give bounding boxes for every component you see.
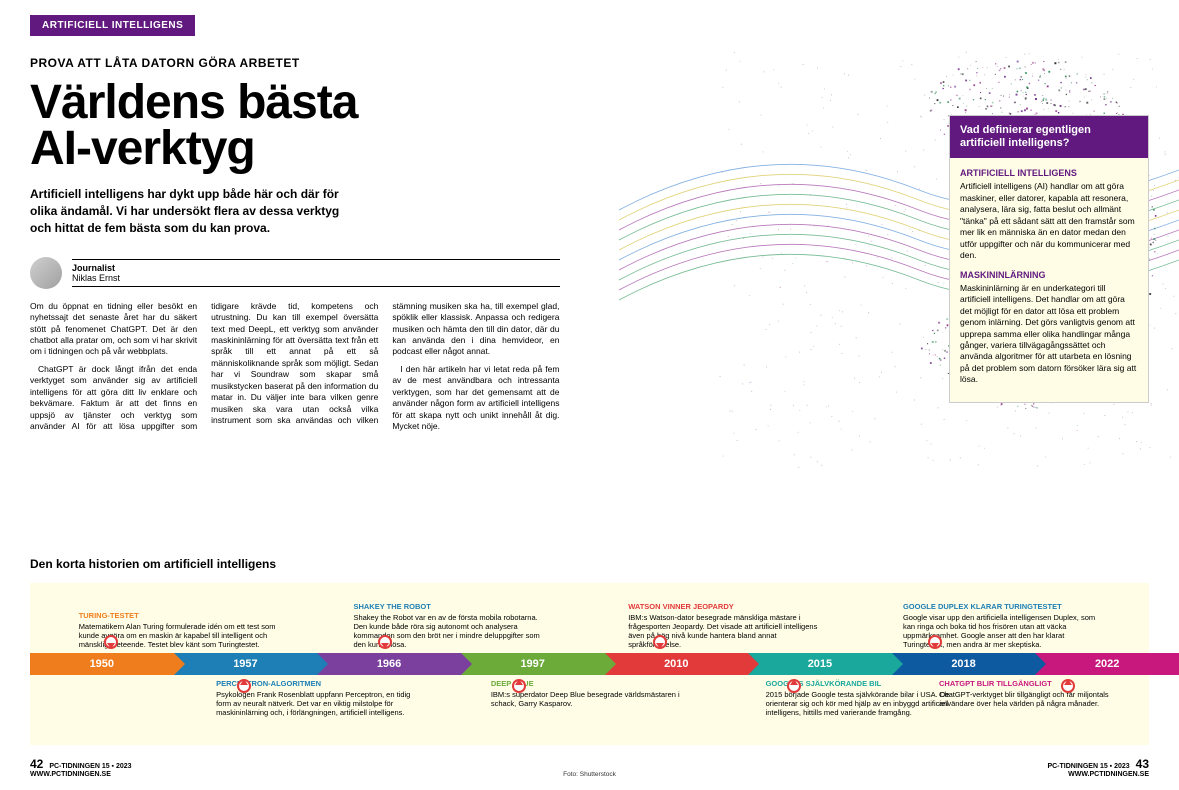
timeline-pin-1997 xyxy=(514,675,528,693)
timeline-event-title: CHATGPT BLIR TILLGÄNGLIGT xyxy=(939,679,1139,688)
lead-text: Artificiell intelligens har dykt upp båd… xyxy=(30,186,350,236)
headline-line2: AI-verktyg xyxy=(30,122,255,175)
timeline-event-title: WATSON VINNER JEOPARDY xyxy=(628,602,828,611)
timeline-year-1997: 1997 xyxy=(461,653,605,675)
headline: Världens bästa AI-verktyg xyxy=(30,80,560,171)
kicker: PROVA ATT LÅTA DATORN GÖRA ARBETET xyxy=(30,56,560,70)
timeline-event-desc: ChatGPT-verktyget blir tillgängligt och … xyxy=(939,690,1139,708)
timeline-event-desc: 2015 började Google testa självkörande b… xyxy=(766,690,966,717)
issue-left: PC-TIDNINGEN 15 ▪ 2023 xyxy=(49,763,131,770)
footer-left: 42 PC-TIDNINGEN 15 ▪ 2023 WWW.PCTIDNINGE… xyxy=(30,757,132,778)
timeline-pin-2010 xyxy=(651,635,665,653)
magazine-spread: ARTIFICIELL INTELLIGENS PROVA ATT LÅTA D… xyxy=(0,0,1179,790)
timeline-bg: TURING-TESTETMatematikern Alan Turing fo… xyxy=(30,583,1149,745)
byline: Journalist Niklas Ernst xyxy=(30,257,560,289)
url-right: WWW.PCTIDNINGEN.SE xyxy=(1068,771,1149,778)
timeline-pin-1966 xyxy=(376,635,390,653)
timeline-event-title: GOOGLE DUPLEX KLARAR TURINGTESTET xyxy=(903,602,1103,611)
timeline-event-title: SHAKEY THE ROBOT xyxy=(353,602,553,611)
sidebar-body: ARTIFICIELL INTELLIGENS Artificiell inte… xyxy=(950,158,1148,402)
body-text: Om du öppnat en tidning eller besökt en … xyxy=(30,301,560,433)
url-left: WWW.PCTIDNINGEN.SE xyxy=(30,771,111,778)
timeline-pin-2022 xyxy=(1063,675,1077,693)
byline-name: Niklas Ernst xyxy=(72,273,560,283)
sidebar-h1: ARTIFICIELL INTELLIGENS xyxy=(960,168,1138,178)
timeline-year-2022: 2022 xyxy=(1035,653,1179,675)
body-p3: I den här artikeln har vi letat reda på … xyxy=(392,364,559,433)
timeline-events-above: TURING-TESTETMatematikern Alan Turing fo… xyxy=(40,589,1139,649)
sidebar-h2: MASKININLÄRNING xyxy=(960,270,1138,280)
page-number-right: 43 xyxy=(1136,757,1149,771)
timeline-arrows: 19501957196619972010201520182022 xyxy=(30,653,1179,675)
sidebar-box: Vad definierar egentligen artificiell in… xyxy=(949,115,1149,403)
timeline-pin-1957 xyxy=(239,675,253,693)
timeline-pin-1950 xyxy=(102,635,116,653)
timeline-pin-2015 xyxy=(789,675,803,693)
photo-credit: Foto: Shutterstock xyxy=(563,771,616,778)
timeline-year-1957: 1957 xyxy=(174,653,318,675)
timeline-year-1950: 1950 xyxy=(30,653,174,675)
page-number-left: 42 xyxy=(30,757,43,771)
timeline-event-2022: CHATGPT BLIR TILLGÄNGLIGT ChatGPT-verktyg… xyxy=(939,679,1139,708)
timeline-event-title: TURING-TESTET xyxy=(79,611,279,620)
sidebar-p1: Artificiell intelligens (AI) handlar om … xyxy=(960,181,1138,261)
body-p1: Om du öppnat en tidning eller besökt en … xyxy=(30,301,197,358)
timeline-title: Den korta historien om artificiell intel… xyxy=(30,557,1179,571)
timeline-year-2010: 2010 xyxy=(605,653,749,675)
byline-role: Journalist xyxy=(72,263,560,273)
timeline-year-2018: 2018 xyxy=(892,653,1036,675)
footer-right: PC-TIDNINGEN 15 ▪ 2023 43 WWW.PCTIDNINGE… xyxy=(1047,757,1149,778)
timeline-events-below: PERCEPTRON-ALGORITMENPsykologen Frank Ro… xyxy=(40,679,1139,739)
timeline-year-2015: 2015 xyxy=(748,653,892,675)
timeline-event-desc: Psykologen Frank Rosenblatt uppfann Perc… xyxy=(216,690,416,717)
issue-right: PC-TIDNINGEN 15 ▪ 2023 xyxy=(1047,763,1129,770)
byline-text: Journalist Niklas Ernst xyxy=(72,259,560,287)
author-avatar xyxy=(30,257,62,289)
sidebar-p2: Maskininlärning är en underkategori till… xyxy=(960,283,1138,386)
timeline-pin-2018 xyxy=(926,635,940,653)
sidebar-title: Vad definierar egentligen artificiell in… xyxy=(950,116,1148,158)
section-header: ARTIFICIELL INTELLIGENS xyxy=(30,15,195,36)
timeline-year-1966: 1966 xyxy=(317,653,461,675)
timeline-section: Den korta historien om artificiell intel… xyxy=(0,557,1179,745)
